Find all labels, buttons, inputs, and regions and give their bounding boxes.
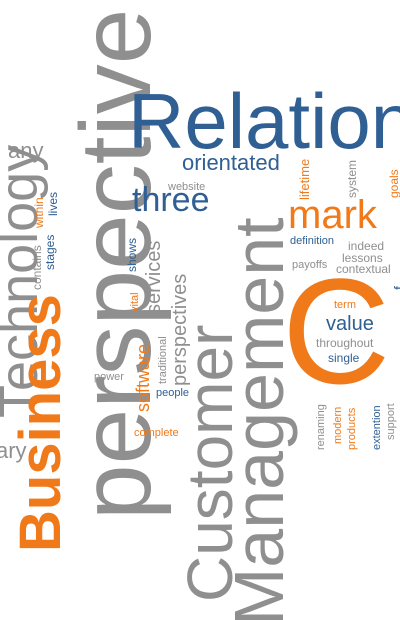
word-goals: goals — [387, 169, 400, 198]
word-website: website — [168, 181, 206, 193]
word-services: services — [143, 240, 165, 314]
word-power: power — [94, 371, 124, 383]
word-payoffs: payoffs — [292, 259, 328, 271]
word-extention: extention — [371, 405, 383, 450]
word-renaming: renaming — [315, 404, 327, 450]
word-relation: Relation — [128, 77, 400, 165]
word-definition: definition — [290, 235, 335, 247]
word-value: value — [326, 313, 374, 335]
word-modern: modern — [332, 406, 344, 444]
word-contextual: contextual — [336, 262, 391, 276]
word-term: term — [334, 299, 356, 311]
word-people: people — [156, 387, 190, 399]
word-management: Management — [220, 217, 298, 620]
word-three: three — [132, 181, 210, 219]
word-contains: contains — [30, 245, 44, 290]
word-ary-bottom: ary — [0, 438, 27, 463]
word-lessons: lessons — [342, 251, 383, 265]
word-f-cut: f — [391, 286, 400, 290]
word-indeed: indeed — [348, 239, 385, 253]
word-vital: vital — [129, 292, 141, 312]
word-support: support — [385, 403, 397, 440]
word-crm-c: C — [282, 247, 391, 415]
word-any-top: any — [8, 138, 44, 163]
word-shows: shows — [125, 237, 139, 272]
word-business: Business — [8, 294, 73, 552]
word-within: within — [32, 197, 46, 228]
word-throughout: throughout — [316, 336, 374, 350]
word-orientated: orientated — [182, 150, 280, 175]
word-traditional: traditional — [157, 336, 169, 384]
word-products: products — [346, 407, 358, 450]
word-lives: lives — [46, 191, 60, 216]
word-stages: stages — [43, 234, 57, 270]
word-complete: complete — [134, 427, 179, 439]
word-software: software — [133, 343, 153, 412]
word-single: single — [328, 351, 360, 365]
word-marketing: mark — [288, 193, 377, 237]
